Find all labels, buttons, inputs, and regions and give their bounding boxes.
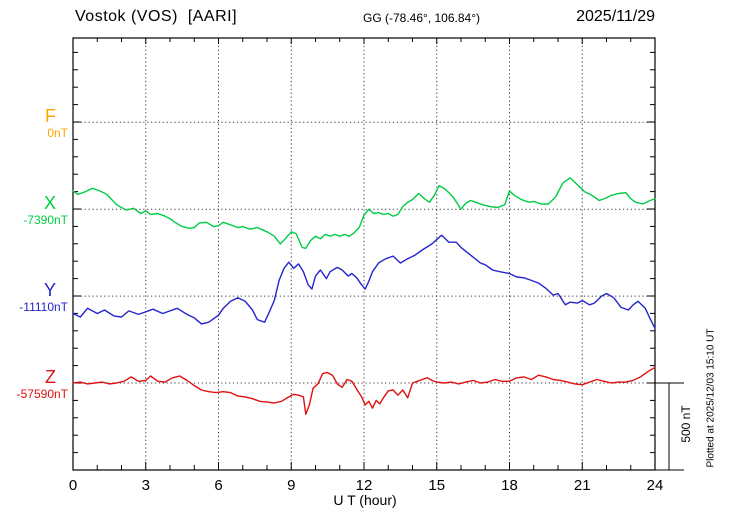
x-tick-label: 15 <box>428 477 445 494</box>
x-tick-label: 0 <box>69 477 77 494</box>
component-baseline-f: 0nT <box>47 126 68 140</box>
scale-bar-label: 500 nT <box>679 405 693 443</box>
component-baseline-z: -57590nT <box>16 387 68 401</box>
component-label-z: Z <box>45 367 56 387</box>
trace-z <box>72 366 656 415</box>
x-tick-label: 9 <box>287 477 295 494</box>
component-label-f: F <box>45 106 56 126</box>
component-baseline-y: -11110nT <box>19 300 68 314</box>
geo-coordinates: GG (-78.46°, 106.84°) <box>363 11 480 25</box>
x-axis-title: U T (hour) <box>333 492 397 508</box>
plot-date: 2025/11/29 <box>576 8 655 25</box>
x-tick-label: 6 <box>214 477 222 494</box>
x-tick-label: 24 <box>647 477 664 494</box>
trace-x <box>72 177 656 250</box>
x-tick-label: 12 <box>356 477 373 494</box>
component-label-y: Y <box>43 280 56 300</box>
plotted-timestamp-note: Plotted at 2025/12/03 15:10 UT <box>705 328 717 468</box>
x-tick-label: 21 <box>574 477 591 494</box>
component-baseline-x: -7390nT <box>23 213 68 227</box>
component-label-x: X <box>43 193 56 213</box>
x-tick-label: 18 <box>501 477 518 494</box>
station-title: Vostok (VOS) [AARI] <box>75 8 238 25</box>
x-tick-label: 3 <box>142 477 150 494</box>
trace-y <box>72 234 656 329</box>
